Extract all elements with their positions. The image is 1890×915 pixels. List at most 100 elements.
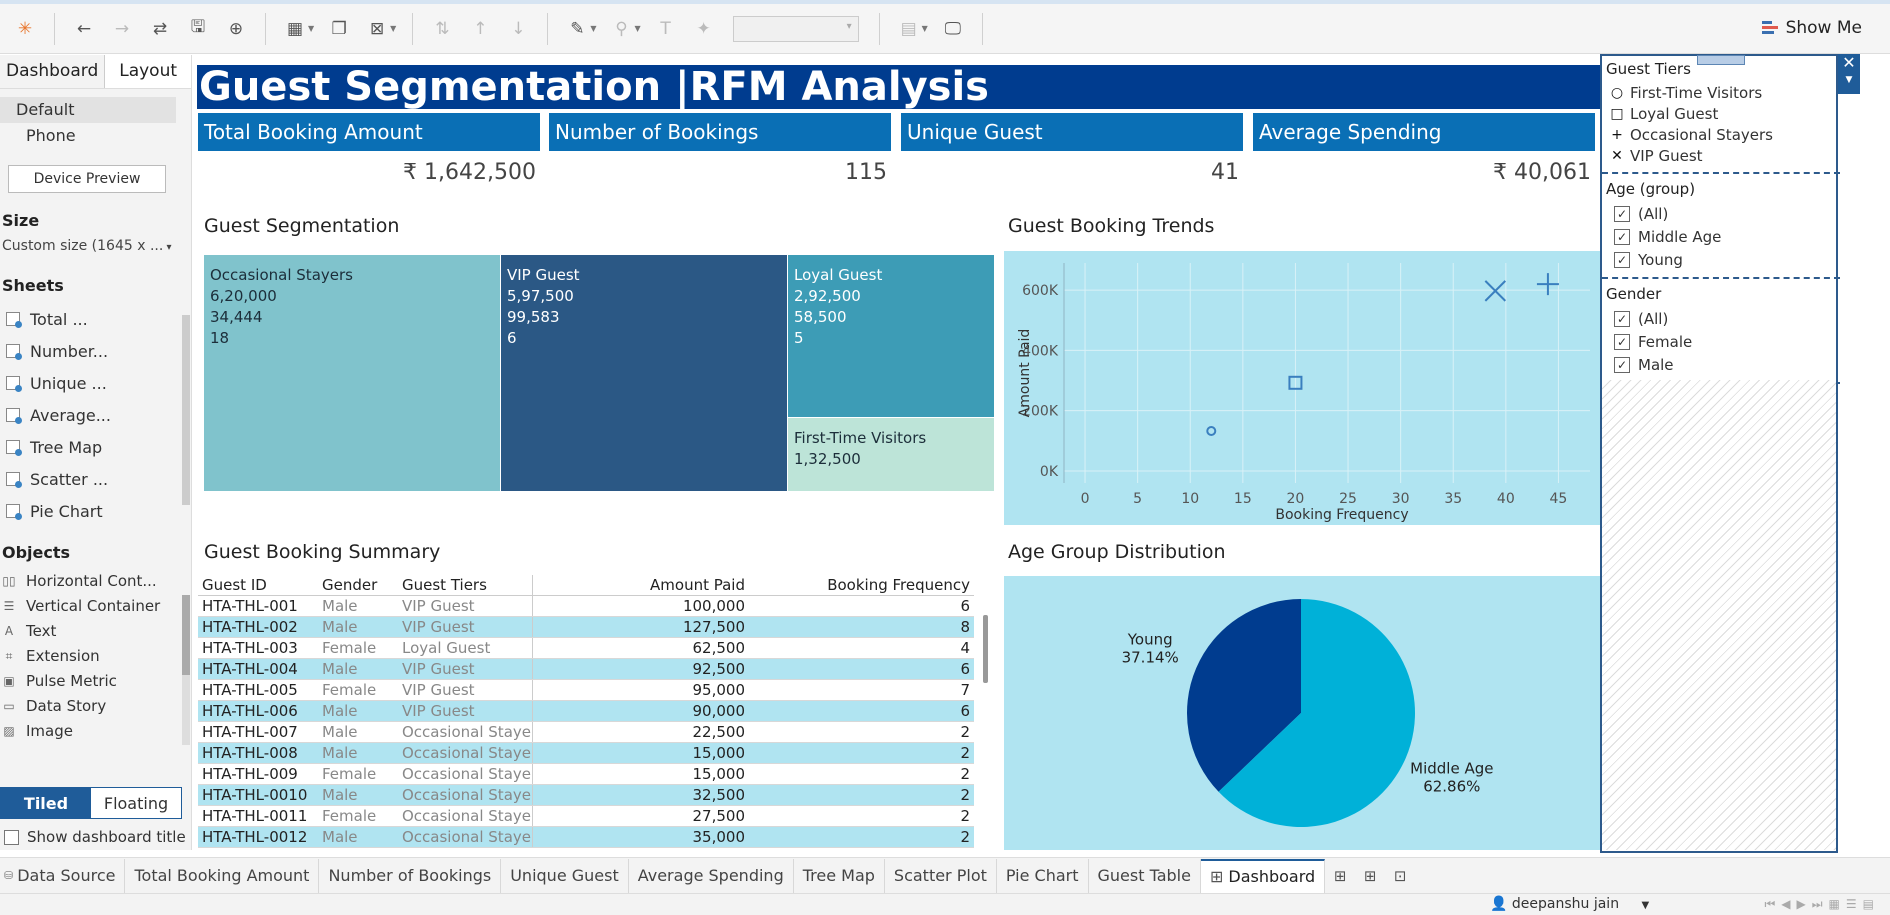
tab-layout[interactable]: Layout <box>105 55 193 88</box>
legend-item-vip-guest[interactable]: ✕ VIP Guest <box>1602 145 1840 166</box>
presentation-mode-icon[interactable]: 🖵 <box>944 18 961 39</box>
new-dashboard-icon[interactable]: ⊞ <box>1363 866 1377 885</box>
table-row[interactable]: HTA-THL-006 Male VIP Guest 90,000 6 <box>198 701 974 722</box>
sheet-item[interactable]: Scatter ... <box>0 463 191 495</box>
checkbox-checked-icon[interactable]: ✓ <box>1614 356 1630 373</box>
pie-slice-young[interactable] <box>1187 599 1301 792</box>
clear-sheet-icon[interactable]: ⊠ <box>370 18 385 39</box>
sheet-item[interactable]: Number... <box>0 335 191 367</box>
more-options-icon[interactable]: ▼ <box>1845 75 1853 85</box>
kpi-number-of-bookings[interactable]: Number of Bookings 115 <box>549 113 891 195</box>
legend-item-first-time-visitors[interactable]: ○ First-Time Visitors <box>1602 82 1840 103</box>
group-dropdown-icon[interactable]: ▼ <box>634 24 641 33</box>
checkbox-checked-icon[interactable]: ✓ <box>1614 205 1630 222</box>
show-cards-dropdown-icon[interactable]: ▼ <box>921 24 928 33</box>
checkbox-box[interactable] <box>4 829 19 845</box>
sheet-item[interactable]: Total ... <box>0 303 191 335</box>
table-column-header[interactable]: Booking Frequency <box>827 576 970 594</box>
new-sheet-dropdown-icon[interactable]: ▼ <box>308 24 315 33</box>
table-row[interactable]: HTA-THL-0010 Male Occasional Stayers 32,500… <box>198 785 974 806</box>
kpi-total-booking-amount[interactable]: Total Booking Amount ₹ 1,642,500 <box>198 113 540 195</box>
tab-data-source[interactable]: ⛁ Data Source <box>0 858 126 893</box>
age-filter-all[interactable]: ✓ (All) <box>1602 202 1840 225</box>
checkbox-checked-icon[interactable]: ✓ <box>1614 333 1630 350</box>
checkbox-checked-icon[interactable]: ✓ <box>1614 251 1630 268</box>
treemap-cell-loyal-guest[interactable]: Loyal Guest 2,92,500 58,500 5 <box>788 255 994 417</box>
table-scrollbar[interactable] <box>983 615 988 683</box>
treemap-cell-first-time-visitors[interactable]: First-Time Visitors 1,32,500 <box>788 418 994 491</box>
new-sheet-icon[interactable]: ▦ <box>286 18 304 39</box>
tab-dashboard[interactable]: Dashboard <box>0 55 106 88</box>
tab-total-booking-amount[interactable]: Total Booking Amount <box>125 858 320 893</box>
object-extension[interactable]: ⌗ Extension <box>0 643 191 668</box>
highlight-icon[interactable]: ✎ <box>570 18 585 39</box>
close-icon[interactable]: ✕ <box>1842 53 1856 72</box>
table-row[interactable]: HTA-THL-001 Male VIP Guest 100,000 6 <box>198 596 974 617</box>
device-default[interactable]: Default <box>0 97 176 123</box>
new-worksheet-icon[interactable]: ⊞ <box>1333 866 1347 885</box>
tiled-button[interactable]: Tiled <box>1 788 91 818</box>
sort-descending-icon[interactable]: ↓ <box>511 18 526 39</box>
floating-button[interactable]: Floating <box>91 788 181 818</box>
objects-scrollbar-thumb[interactable] <box>182 595 190 675</box>
table-column-header[interactable]: Guest ID <box>202 576 267 594</box>
tab-number-of-bookings[interactable]: Number of Bookings <box>319 858 502 893</box>
tab-unique-guest[interactable]: Unique Guest <box>501 858 629 893</box>
tab-average-spending[interactable]: Average Spending <box>629 858 794 893</box>
size-dropdown[interactable]: Custom size (1645 x ... <box>0 238 191 254</box>
gender-filter-all[interactable]: ✓ (All) <box>1602 307 1840 330</box>
table-row[interactable]: HTA-THL-008 Male Occasional Stayers 15,000 2 <box>198 743 974 764</box>
object-vertical-container[interactable]: ☰ Vertical Container <box>0 593 191 618</box>
object-text[interactable]: A Text <box>0 618 191 643</box>
table-row[interactable]: HTA-THL-003 Female Loyal Guest 62,500 4 <box>198 638 974 659</box>
table-row[interactable]: HTA-THL-009 Female Occasional Stayers 15,00… <box>198 764 974 785</box>
treemap-cell-occasional-stayers[interactable]: Occasional Stayers 6,20,000 34,444 18 <box>204 255 500 491</box>
tab-dashboard[interactable]: ⊞ Dashboard <box>1200 858 1326 893</box>
highlight-dropdown-icon[interactable]: ▼ <box>590 24 597 33</box>
fix-axes-icon[interactable]: ✦ <box>696 18 711 39</box>
objects-scrollbar[interactable] <box>182 595 190 745</box>
sheet-item[interactable]: Tree Map <box>0 431 191 463</box>
table-column-header[interactable]: Gender <box>322 576 378 594</box>
legend-item-occasional-stayers[interactable]: + Occasional Stayers <box>1602 124 1840 145</box>
device-phone[interactable]: Phone <box>26 126 76 145</box>
device-preview-button[interactable]: Device Preview <box>8 165 166 193</box>
move-handle-icon[interactable] <box>1697 55 1745 65</box>
table-column-header[interactable]: Guest Tiers <box>398 575 533 595</box>
redo-icon[interactable]: → <box>114 18 130 39</box>
tableau-logo-icon[interactable]: ✳ <box>17 18 33 39</box>
gender-filter-female[interactable]: ✓ Female <box>1602 330 1840 353</box>
age-filter-young[interactable]: ✓ Young <box>1602 248 1840 271</box>
swap-axes-icon[interactable]: ⇅ <box>435 18 450 39</box>
sheet-item[interactable]: Average... <box>0 399 191 431</box>
duplicate-sheet-icon[interactable]: ❐ <box>331 18 347 39</box>
kpi-average-spending[interactable]: Average Spending ₹ 40,061 <box>1253 113 1595 195</box>
table-row[interactable]: HTA-THL-005 Female VIP Guest 95,000 7 <box>198 680 974 701</box>
show-dashboard-title-checkbox[interactable]: Show dashboard title <box>4 828 186 846</box>
checkbox-checked-icon[interactable]: ✓ <box>1614 228 1630 245</box>
sheet-navigation-controls[interactable]: ⏮◀▶⏭▦☰▤ <box>1764 897 1880 911</box>
object-horizontal-container[interactable]: ▯▯ Horizontal Cont... <box>0 568 191 593</box>
group-members-icon[interactable]: ⚲ <box>615 18 628 39</box>
show-cards-icon[interactable]: ▤ <box>900 18 917 39</box>
clear-sheet-dropdown-icon[interactable]: ▼ <box>390 24 397 33</box>
show-mark-labels-icon[interactable]: T <box>660 18 671 39</box>
replace-data-icon[interactable]: ⇄ <box>152 18 168 39</box>
sheet-item[interactable]: Unique ... <box>0 367 191 399</box>
sort-ascending-icon[interactable]: ↑ <box>473 18 488 39</box>
sheet-item[interactable]: Pie Chart <box>0 495 191 527</box>
new-data-source-icon[interactable]: ⊕ <box>228 18 244 39</box>
legend-item-loyal-guest[interactable]: □ Loyal Guest <box>1602 103 1840 124</box>
new-story-icon[interactable]: ⊡ <box>1393 866 1407 885</box>
tab-pie-chart[interactable]: Pie Chart <box>997 858 1089 893</box>
object-pulse-metric[interactable]: ▣ Pulse Metric <box>0 668 191 693</box>
user-menu[interactable]: 👤 deepanshu jain ▼ <box>1490 896 1649 912</box>
table-row[interactable]: HTA-THL-007 Male Occasional Stayers 22,500 2 <box>198 722 974 743</box>
table-row[interactable]: HTA-THL-0011 Female Occasional Stayers 27,5… <box>198 806 974 827</box>
checkbox-checked-icon[interactable]: ✓ <box>1614 310 1630 327</box>
show-me-button[interactable]: Show Me <box>1761 18 1862 38</box>
object-image[interactable]: ▨ Image <box>0 718 191 743</box>
table-row[interactable]: HTA-THL-0012 Male Occasional Stayers 35,000… <box>198 827 974 848</box>
tab-tree-map[interactable]: Tree Map <box>794 858 885 893</box>
undo-icon[interactable]: ← <box>76 18 92 39</box>
